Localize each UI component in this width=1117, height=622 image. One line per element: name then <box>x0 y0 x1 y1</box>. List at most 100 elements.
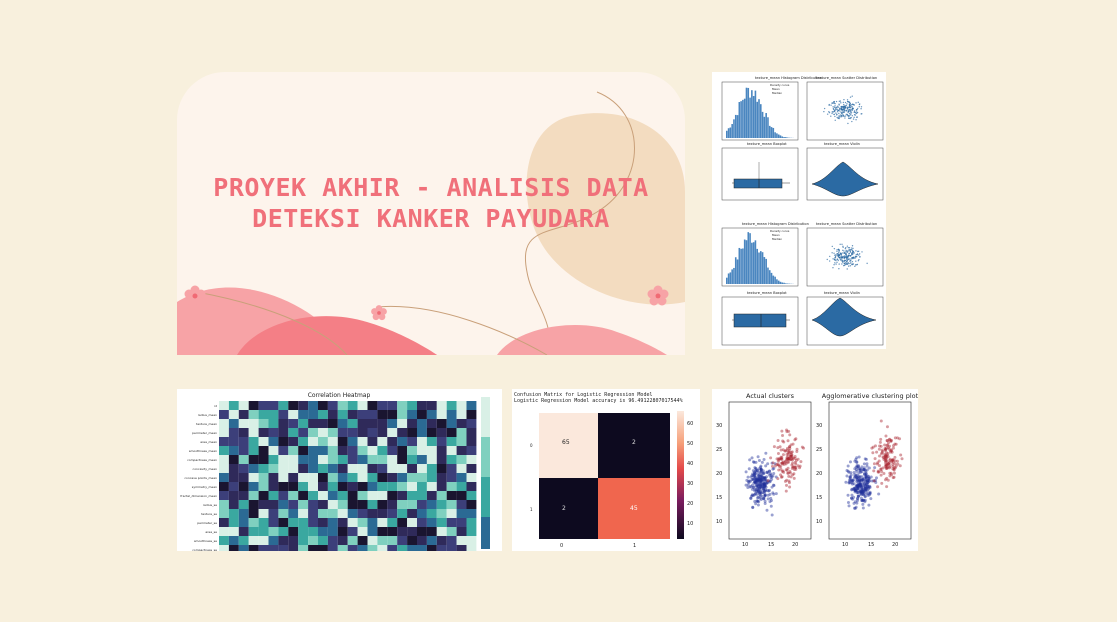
cluster-point-blue <box>761 485 765 489</box>
cluster-point-blue <box>855 469 859 473</box>
cluster-point-blue <box>759 485 763 489</box>
heatmap-cell <box>219 419 229 428</box>
cluster-point-blue <box>860 499 864 503</box>
heatmap-row-label: compactness_se <box>192 548 217 551</box>
cluster-point-blue <box>853 488 857 492</box>
heatmap-cell <box>387 437 398 446</box>
cluster-point-blue <box>755 492 759 496</box>
cluster-point-blue <box>754 477 758 481</box>
heatmap-cell <box>308 536 318 545</box>
cluster-point-blue <box>755 477 759 481</box>
cluster-point-red <box>885 462 889 466</box>
scatter-point <box>833 100 835 103</box>
heatmap-cell <box>337 518 348 527</box>
scatter-point <box>847 122 849 125</box>
heatmap-cell <box>308 545 318 551</box>
cluster-point-blue <box>750 474 754 478</box>
cluster-point-red <box>888 474 892 478</box>
heatmap-cell <box>228 446 239 455</box>
cluster-point-red <box>884 447 888 451</box>
cluster-point-blue <box>856 483 860 487</box>
cluster-point-blue <box>762 482 766 486</box>
cluster-point-blue <box>757 474 761 478</box>
scatter-point <box>836 111 839 113</box>
scatter-point <box>848 112 851 115</box>
cluster-point-blue <box>758 483 762 487</box>
cluster-point-blue <box>755 479 759 483</box>
heatmap-cell <box>426 401 437 410</box>
heatmap-cell <box>407 491 417 500</box>
cluster-point-blue <box>848 475 852 479</box>
cluster-point-blue <box>746 483 750 487</box>
heatmap-cell <box>278 464 289 473</box>
cluster-point-blue <box>772 492 776 496</box>
heatmap-cell <box>407 473 417 482</box>
heatmap-cell <box>288 410 299 419</box>
heatmap-cell <box>278 455 289 464</box>
cluster-point-red <box>886 455 890 459</box>
cluster-point-red <box>883 454 887 458</box>
scatter-point <box>840 258 842 260</box>
scatter-point <box>854 111 857 114</box>
heatmap-cell <box>288 473 299 482</box>
cluster-point-blue <box>759 467 763 471</box>
cluster-point-blue <box>867 503 871 507</box>
scatter-point <box>860 106 863 108</box>
cluster-point-red <box>766 479 770 483</box>
heatmap-cell <box>308 446 318 455</box>
heatmap-cell <box>337 464 348 473</box>
cluster-point-red <box>884 454 888 458</box>
x-tick-15: 15 <box>768 542 774 548</box>
cluster-point-blue <box>862 489 866 493</box>
cluster-point-blue <box>868 484 872 488</box>
cluster-point-blue <box>859 490 863 494</box>
cluster-point-blue <box>855 486 859 490</box>
cluster-point-red <box>786 466 790 470</box>
cluster-point-blue <box>756 488 760 492</box>
cluster-point-red <box>887 447 891 451</box>
cluster-point-red <box>891 476 895 480</box>
scatter-point <box>845 110 848 112</box>
heatmap-cell <box>466 410 477 419</box>
cluster-point-red <box>890 473 894 477</box>
scatter-point <box>839 243 841 246</box>
cluster-point-red <box>790 458 794 462</box>
heatmap-cell <box>417 437 427 446</box>
heatmap-cell <box>327 428 338 437</box>
cluster-point-red <box>787 481 791 485</box>
scatter-point <box>833 111 835 113</box>
pink-blob-right <box>497 325 667 355</box>
scatter-point <box>836 254 838 256</box>
heatmap-cell <box>466 473 477 482</box>
actual-clusters-title: Actual clusters <box>746 392 795 400</box>
cluster-point-blue <box>852 495 856 499</box>
cluster-point-red <box>792 467 796 471</box>
scatter-point <box>846 99 849 101</box>
cluster-point-blue <box>851 479 855 483</box>
heatmap-cell <box>357 482 368 491</box>
scatter-point <box>844 117 846 119</box>
cluster-point-red <box>785 468 789 472</box>
scatter-point <box>840 254 843 256</box>
cluster-point-blue <box>850 481 854 485</box>
heatmap-cell <box>258 491 269 500</box>
cluster-point-blue <box>856 484 860 488</box>
cluster-point-blue <box>758 496 762 500</box>
cluster-point-red <box>793 460 797 464</box>
cluster-point-red <box>885 466 889 470</box>
cluster-point-blue <box>850 487 854 491</box>
cluster-point-red <box>883 448 887 452</box>
violin-2 <box>811 297 877 337</box>
cluster-point-blue <box>857 483 861 487</box>
cluster-point-blue <box>764 488 768 492</box>
cluster-point-red <box>887 466 891 470</box>
cluster-point-red <box>876 461 880 465</box>
slide-title-line1: PROYEK AKHIR - ANALISIS DATA <box>213 173 649 202</box>
heatmap-cell <box>417 428 427 437</box>
scatter-point <box>834 103 836 105</box>
cluster-point-blue <box>762 491 766 495</box>
cluster-point-blue <box>756 484 760 488</box>
heatmap-cell <box>397 482 408 491</box>
cluster-point-blue <box>766 493 770 497</box>
heatmap-cell <box>308 518 318 527</box>
